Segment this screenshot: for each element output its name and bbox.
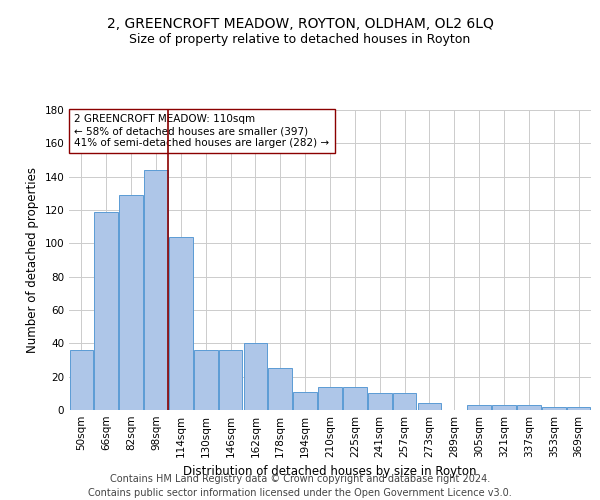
Bar [418, 404, 441, 410]
Bar [293, 392, 317, 410]
Bar [194, 350, 218, 410]
Bar [119, 195, 143, 410]
Bar [268, 368, 292, 410]
Bar [343, 386, 367, 410]
Bar [393, 394, 416, 410]
Bar [169, 236, 193, 410]
Bar [70, 350, 93, 410]
Text: 2, GREENCROFT MEADOW, ROYTON, OLDHAM, OL2 6LQ: 2, GREENCROFT MEADOW, ROYTON, OLDHAM, OL… [107, 18, 493, 32]
Text: Contains HM Land Registry data © Crown copyright and database right 2024.
Contai: Contains HM Land Registry data © Crown c… [88, 474, 512, 498]
Bar [542, 406, 566, 410]
Bar [567, 406, 590, 410]
Bar [94, 212, 118, 410]
X-axis label: Distribution of detached houses by size in Royton: Distribution of detached houses by size … [183, 466, 477, 478]
Bar [517, 405, 541, 410]
Bar [318, 386, 342, 410]
Text: 2 GREENCROFT MEADOW: 110sqm
← 58% of detached houses are smaller (397)
41% of se: 2 GREENCROFT MEADOW: 110sqm ← 58% of det… [74, 114, 329, 148]
Bar [144, 170, 168, 410]
Bar [492, 405, 516, 410]
Bar [368, 394, 392, 410]
Bar [219, 350, 242, 410]
Bar [244, 344, 267, 410]
Bar [467, 405, 491, 410]
Y-axis label: Number of detached properties: Number of detached properties [26, 167, 39, 353]
Text: Size of property relative to detached houses in Royton: Size of property relative to detached ho… [130, 32, 470, 46]
